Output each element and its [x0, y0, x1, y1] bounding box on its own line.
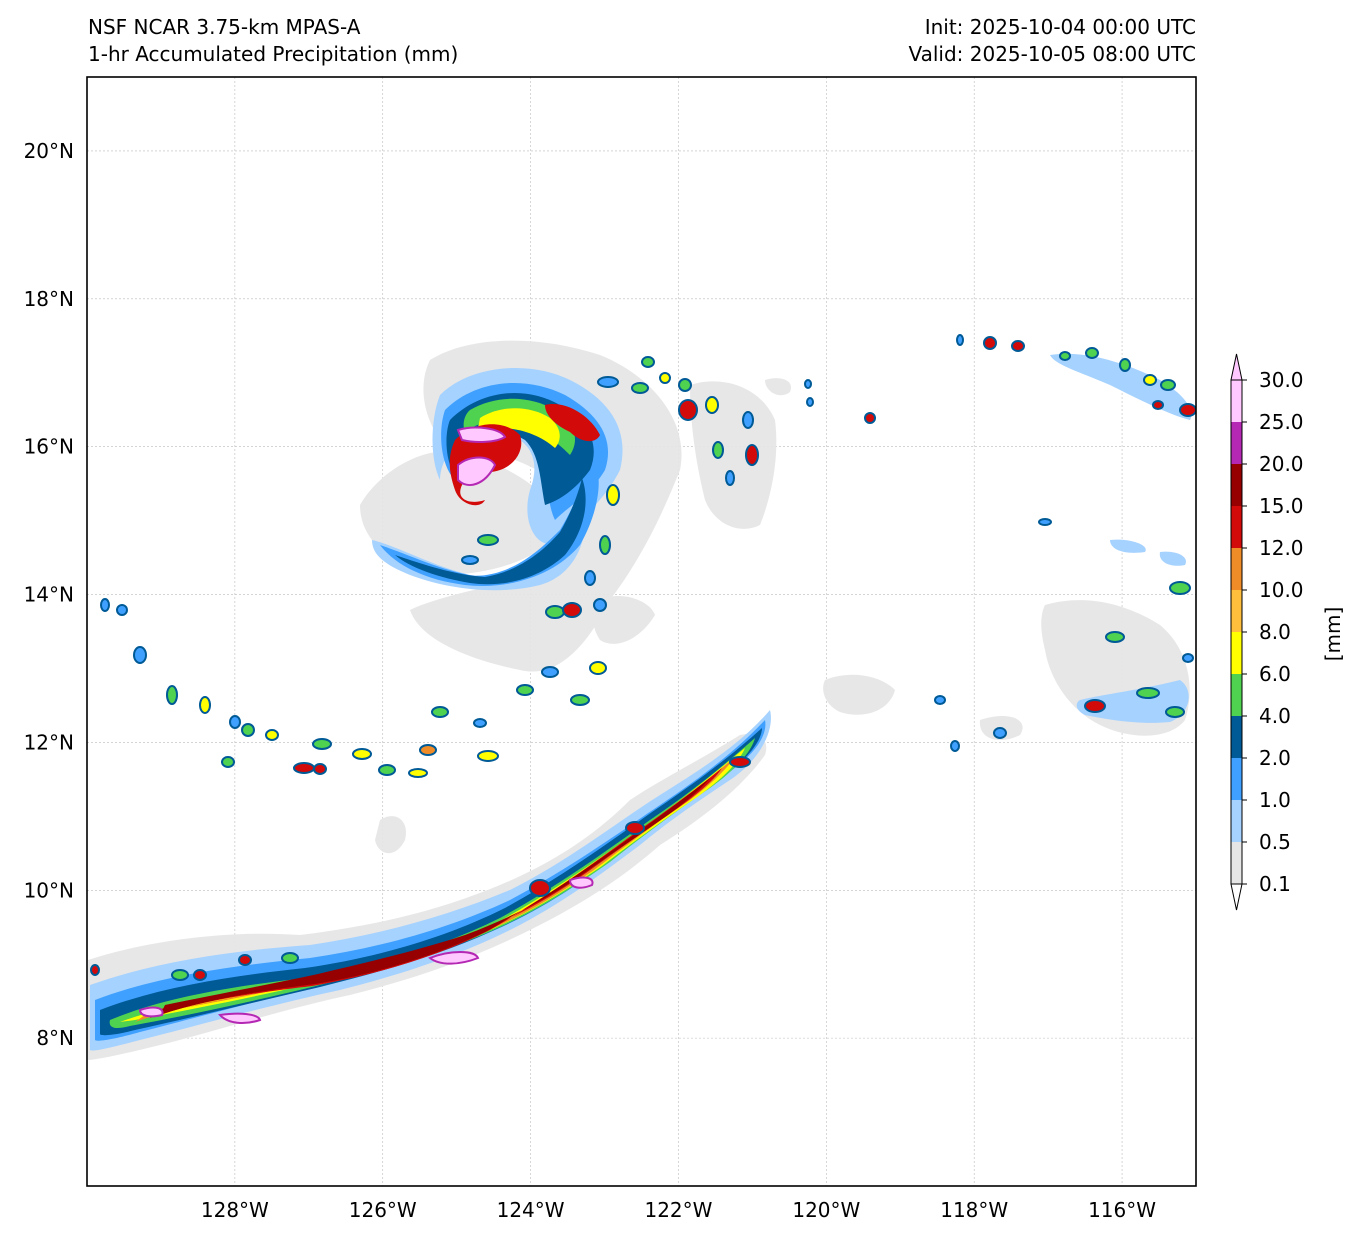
- colorbar-level-label: 6.0: [1259, 662, 1291, 686]
- colorbar-labels: 0.1 0.5 1.0 2.0 4.0 6.0 8.0 10.0 12.0 15.0 20.0 25.…: [1242, 368, 1304, 896]
- lon-tick-label: 126°W: [349, 1198, 417, 1222]
- colorbar-level-label: 2.0: [1259, 746, 1291, 770]
- lat-tick-label: 8°N: [36, 1026, 74, 1050]
- colorbar-level-label: 4.0: [1259, 704, 1291, 728]
- colorbar-level-label: 1.0: [1259, 788, 1291, 812]
- colorbar-segment: [1231, 632, 1242, 674]
- lat-tick-label: 16°N: [24, 435, 74, 459]
- lat-tick-label: 12°N: [24, 730, 74, 754]
- colorbar-segment: [1231, 380, 1242, 422]
- colorbar-segment: [1231, 422, 1242, 464]
- model-title: NSF NCAR 3.75-km MPAS-A: [88, 15, 361, 39]
- colorbar-level-label: 0.5: [1259, 830, 1291, 854]
- colorbar-level-label: 10.0: [1259, 578, 1304, 602]
- lon-tick-label: 122°W: [644, 1198, 712, 1222]
- colorbar-extend-min: [1230, 883, 1243, 911]
- lat-tick-label: 14°N: [24, 583, 74, 607]
- colorbar-unit-label: [mm]: [1321, 607, 1345, 662]
- colorbar-segment: [1231, 716, 1242, 758]
- lon-tick-label: 116°W: [1088, 1198, 1156, 1222]
- colorbar-segment: [1231, 590, 1242, 632]
- colorbar-level-label: 0.1: [1259, 872, 1291, 896]
- colorbar-level-label: 15.0: [1259, 494, 1304, 518]
- lat-tick-label: 20°N: [24, 139, 74, 163]
- field-title: 1-hr Accumulated Precipitation (mm): [88, 42, 459, 66]
- colorbar-level-label: 30.0: [1259, 368, 1304, 392]
- plot-frame: [86, 76, 1197, 1187]
- colorbar-level-label: 12.0: [1259, 536, 1304, 560]
- precip-cells: [90, 334, 1196, 981]
- colorbar-segment: [1231, 674, 1242, 716]
- lon-tick-label: 124°W: [497, 1198, 565, 1222]
- lon-tick-label: 120°W: [792, 1198, 860, 1222]
- colorbar-level-label: 20.0: [1259, 452, 1304, 476]
- colorbar-level-label: 25.0: [1259, 410, 1304, 434]
- colorbar-segment: [1231, 800, 1242, 842]
- valid-time: Valid: 2025-10-05 08:00 UTC: [908, 42, 1196, 66]
- precip-pink: [138, 426, 594, 1024]
- colorbar: 0.1 0.5 1.0 2.0 4.0 6.0 8.0 10.0 12.0 15.0 20.0 25.…: [1230, 353, 1345, 911]
- colorbar-level-label: 8.0: [1259, 620, 1291, 644]
- colorbar-segment: [1231, 506, 1242, 548]
- precip-yellow: [120, 408, 745, 1022]
- lat-ticks: 8°N 10°N 12°N 14°N 16°N 18°N 20°N: [24, 139, 74, 1050]
- colorbar-segment: [1231, 758, 1242, 800]
- lat-tick-label: 18°N: [24, 287, 74, 311]
- init-time: Init: 2025-10-04 00:00 UTC: [924, 15, 1196, 39]
- lat-tick-label: 10°N: [24, 878, 74, 902]
- colorbar-segment: [1231, 548, 1242, 590]
- lon-tick-label: 128°W: [201, 1198, 269, 1222]
- colorbar-segment: [1231, 842, 1242, 884]
- colorbar-segments: [1230, 353, 1243, 911]
- colorbar-segment: [1231, 464, 1242, 506]
- precip-field: [88, 334, 1196, 1060]
- colorbar-extend-max: [1230, 353, 1243, 381]
- lon-ticks: 128°W 126°W 124°W 122°W 120°W 118°W 116°W: [201, 1198, 1156, 1222]
- lon-tick-label: 118°W: [940, 1198, 1008, 1222]
